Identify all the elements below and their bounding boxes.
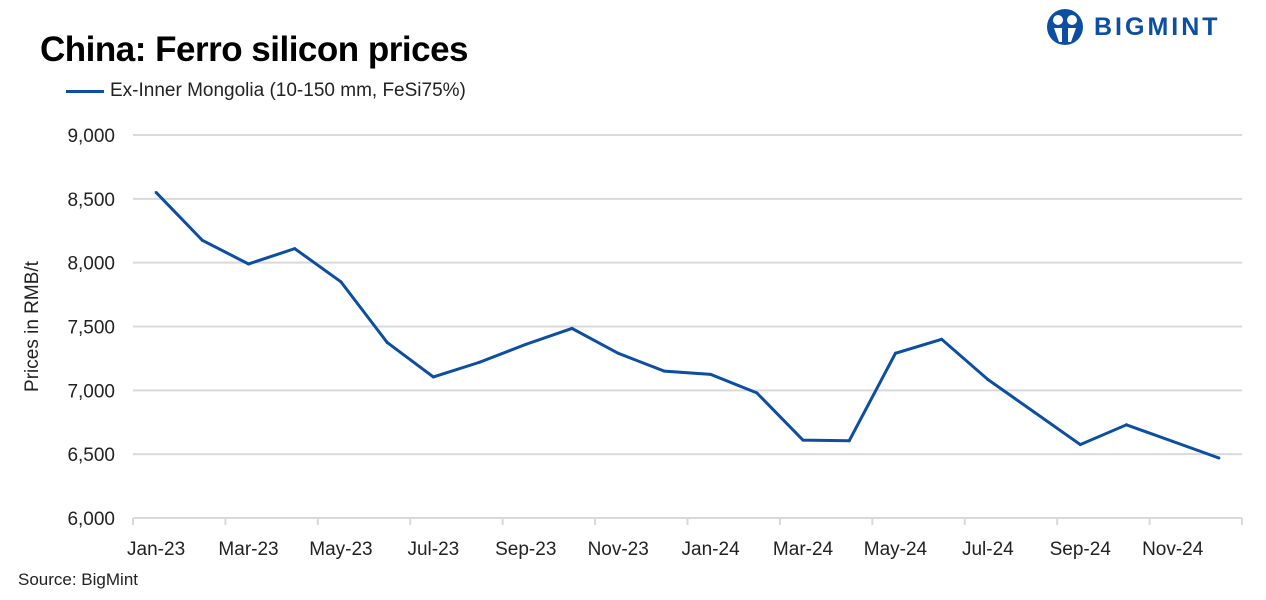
y-tick-label: 6,500 (67, 445, 115, 466)
y-tick-label: 7,500 (67, 318, 115, 339)
data-point (570, 326, 574, 330)
data-point (200, 238, 204, 242)
legend-swatch (66, 89, 104, 93)
data-point (1032, 410, 1036, 414)
y-tick-label: 9,000 (67, 126, 115, 147)
data-point (847, 439, 851, 443)
chart-title: China: Ferro silicon prices (40, 30, 469, 69)
x-tick-label: Mar-24 (773, 539, 834, 560)
data-point (662, 369, 666, 373)
data-point (385, 340, 389, 344)
x-tick-label: May-23 (309, 539, 372, 560)
y-tick-label: 8,500 (67, 190, 115, 211)
data-point (478, 360, 482, 364)
y-tick-label: 7,000 (67, 381, 115, 402)
x-tick-label: Nov-24 (1142, 539, 1204, 560)
source-note: Source: BigMint (18, 570, 138, 589)
data-point (709, 372, 713, 376)
legend: Ex-Inner Mongolia (10-150 mm, FeSi75%) (66, 80, 466, 102)
data-point (755, 391, 759, 395)
data-point (893, 351, 897, 355)
data-point (1171, 439, 1175, 443)
data-point (1217, 456, 1221, 460)
series-line (155, 191, 1220, 460)
data-point (940, 337, 944, 341)
legend-label: Ex-Inner Mongolia (10-150 mm, FeSi75%) (110, 80, 466, 101)
x-tick-label: Sep-23 (495, 539, 556, 560)
y-tick-label: 6,000 (67, 509, 115, 530)
data-point (1124, 423, 1128, 427)
logo-text: BIGMINT (1094, 12, 1221, 41)
data-point (339, 280, 343, 284)
x-tick-label: Sep-24 (1050, 539, 1112, 560)
data-point (616, 351, 620, 355)
logo-icon (1047, 9, 1083, 45)
data-point (524, 342, 528, 346)
x-tick-label: Jan-24 (682, 539, 741, 560)
bigmint-logo: BIGMINT (1046, 8, 1221, 46)
data-point (247, 262, 251, 266)
x-tick-label: Jul-24 (962, 539, 1014, 560)
data-point (154, 190, 158, 194)
data-point (801, 438, 805, 442)
x-tick-label: Nov-23 (588, 539, 649, 560)
data-point (1078, 443, 1082, 447)
data-point (431, 375, 435, 379)
x-tick-label: Jul-23 (407, 539, 459, 560)
data-point (293, 247, 297, 251)
y-axis-label: Prices in RMB/t (22, 260, 43, 392)
x-tick-label: Jan-23 (127, 539, 185, 560)
data-point (986, 377, 990, 381)
y-tick-label: 8,000 (67, 254, 115, 275)
x-tick-label: Mar-23 (218, 539, 278, 560)
x-tick-label: May-24 (864, 539, 928, 560)
